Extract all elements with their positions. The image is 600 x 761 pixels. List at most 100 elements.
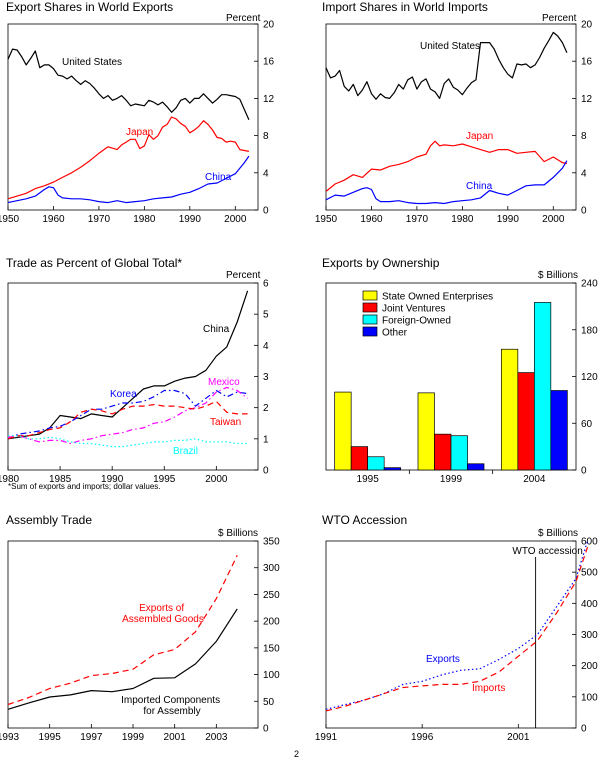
x-tick-label: 1985 <box>49 474 72 485</box>
y-tick-label: 0 <box>581 206 587 217</box>
assembly-title: Assembly Trade <box>6 513 92 527</box>
y-tick-label: 5 <box>263 310 269 321</box>
series-line-brazil <box>8 435 248 448</box>
import-shares-title: Import Shares in World Imports <box>322 0 488 14</box>
wto-label-exports: Exports <box>426 654 460 665</box>
y-tick-label: 50 <box>263 697 275 708</box>
assembly-y-axis: 0 50 100 150 200 250 300 350 <box>254 537 280 735</box>
y-tick-label: 20 <box>581 20 593 31</box>
import-shares-series <box>325 31 568 205</box>
legend-swatch-state-owned-enterprises <box>362 290 378 301</box>
series-line-imports <box>325 547 589 712</box>
y-tick-label: 0 <box>263 206 269 217</box>
ownership-unit: $ Billions <box>538 270 578 281</box>
x-tick-label: 1993 <box>0 732 20 743</box>
x-tick-label: 1991 <box>315 732 338 743</box>
legend-swatch-other <box>362 326 378 337</box>
legend-swatch-joint-ventures <box>362 302 378 313</box>
y-tick-label: 200 <box>263 617 280 628</box>
wto-accession-marker: WTO accession <box>512 546 583 728</box>
export-shares-chart: Export Shares in World Exports Percent 0… <box>0 0 275 225</box>
y-tick-label: 500 <box>581 568 598 579</box>
y-tick-label: 250 <box>263 590 280 601</box>
bar-foreign-owned-2004 <box>533 302 552 471</box>
x-tick-label: 1970 <box>88 214 111 225</box>
import-shares-frame <box>325 23 577 211</box>
series-line-japan <box>325 140 568 192</box>
y-tick-label: 300 <box>263 563 280 574</box>
y-tick-label: 0 <box>263 724 269 735</box>
ownership-title: Exports by Ownership <box>322 256 440 270</box>
y-tick-label: 8 <box>263 131 269 142</box>
y-tick-label: 2 <box>263 403 269 414</box>
bar-foreign-owned-1995 <box>367 456 385 471</box>
series-line-united-states <box>325 31 568 100</box>
x-tick-label: 1980 <box>133 214 156 225</box>
trade-share-footnote: *Sum of exports and imports; dollar valu… <box>8 482 161 491</box>
y-tick-label: 12 <box>581 94 593 105</box>
y-tick-label: 150 <box>263 643 280 654</box>
series-line-united-states <box>7 48 250 121</box>
trade-share-chart: Trade as Percent of Global Total* Percen… <box>0 256 269 491</box>
y-tick-label: 12 <box>263 94 275 105</box>
x-tick-label: 1960 <box>42 214 65 225</box>
import-shares-x-axis: 1950 1960 1970 1980 1990 2000 <box>315 206 565 225</box>
y-tick-label: 3 <box>263 372 269 383</box>
export-shares-x-axis: 1950 1960 1970 1980 1990 2000 <box>0 206 247 225</box>
series-line-mexico <box>7 386 248 445</box>
bar-foreign-owned-1999 <box>450 435 468 471</box>
y-tick-label: 4 <box>263 341 269 352</box>
x-tick-label: 2001 <box>164 732 187 743</box>
x-tick-label: 1960 <box>360 214 383 225</box>
legend-label-joint-ventures: Joint Ventures <box>382 304 445 315</box>
wto-title: WTO Accession <box>322 513 407 527</box>
y-tick-label: 400 <box>581 599 598 610</box>
trade-share-label-brazil: Brazil <box>173 446 198 457</box>
trade-share-label-taiwan: Taiwan <box>210 417 241 428</box>
trade-share-unit: Percent <box>226 270 261 281</box>
wto-series <box>325 540 589 712</box>
series-line-exports <box>325 540 589 710</box>
bar-other-1995 <box>383 467 402 471</box>
assembly-unit: $ Billions <box>218 528 258 539</box>
series-line-imported-components-for-assembly <box>7 608 238 710</box>
ownership-x-axis: 1995 1999 2004 <box>357 470 546 485</box>
y-tick-label: 100 <box>581 692 598 703</box>
trade-share-series <box>7 290 249 448</box>
y-tick-label: 8 <box>581 131 587 142</box>
x-tick-label: 1950 <box>0 214 20 225</box>
trade-share-x-axis: 1980 1985 1990 1995 2000 <box>0 466 228 485</box>
y-tick-label: 0 <box>263 466 269 477</box>
x-tick-label: 1995 <box>39 732 62 743</box>
export-shares-title: Export Shares in World Exports <box>6 0 173 14</box>
legend-label-foreign-owned: Foreign-Owned <box>382 316 451 327</box>
x-tick-label: 1995 <box>153 474 176 485</box>
wto-x-axis: 1991 1996 2001 <box>315 724 530 743</box>
x-tick-label: 1997 <box>80 732 103 743</box>
x-tick-label: 1999 <box>122 732 145 743</box>
x-category-label: 1999 <box>440 474 463 485</box>
series-line-china <box>325 160 568 205</box>
y-tick-label: 0 <box>581 466 587 477</box>
export-shares-y-axis: 0 4 8 12 16 20 <box>254 20 275 217</box>
x-category-label: 1995 <box>357 474 380 485</box>
export-shares-label-us: United States <box>62 57 122 68</box>
x-tick-label: 2003 <box>205 732 228 743</box>
wto-label-imports: Imports <box>472 683 505 694</box>
x-tick-label: 2001 <box>507 732 530 743</box>
bar-other-2004 <box>550 390 568 471</box>
wto-accession-chart: WTO Accession $ Billions 0 100 200 300 400 50… <box>315 513 598 743</box>
bar-joint-ventures-1999 <box>434 433 452 471</box>
wto-accession-label: WTO accession <box>512 546 582 557</box>
bar-joint-ventures-2004 <box>517 372 535 471</box>
legend-label-other: Other <box>382 328 408 339</box>
bar-state-owned-enterprises-2004 <box>500 348 519 471</box>
series-line-taiwan <box>7 400 248 440</box>
y-tick-label: 100 <box>263 670 280 681</box>
assembly-trade-chart: Assembly Trade $ Billions 0 50 100 150 200 25… <box>0 513 280 743</box>
trade-share-title: Trade as Percent of Global Total* <box>6 256 182 270</box>
legend-label-state-owned-enterprises: State Owned Enterprises <box>382 292 493 303</box>
assembly-series <box>7 555 238 710</box>
export-shares-frame <box>7 23 259 211</box>
